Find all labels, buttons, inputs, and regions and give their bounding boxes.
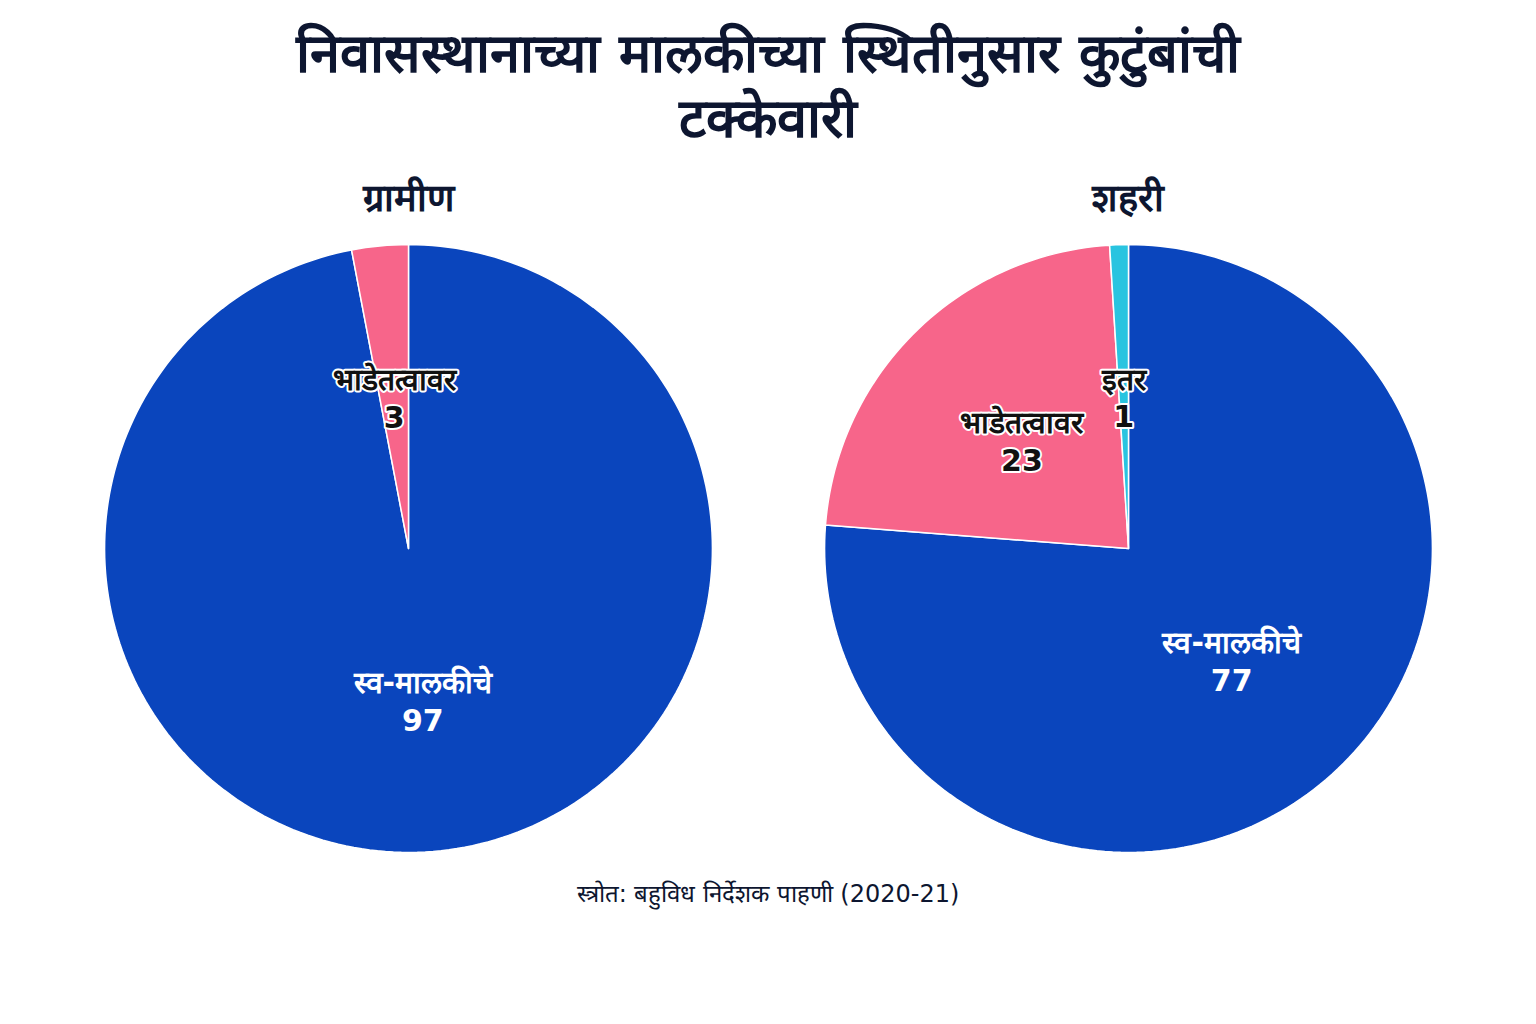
svg-text:भाडेतत्वावर3: भाडेतत्वावर3 — [333, 362, 458, 435]
svg-text:स्व-मालकीचे77: स्व-मालकीचे77 — [1161, 625, 1301, 698]
svg-text:स्व-मालकीचे97: स्व-मालकीचे97 — [353, 665, 493, 738]
html-text:निवासस्थानाच्या मालकीच्या स्थि: निवासस्थानाच्या मालकीच्या स्थितीनुसार कु… — [296, 22, 1240, 150]
svg-text:भाडेतत्वावर23: भाडेतत्वावर23 — [960, 405, 1085, 478]
html-text:स्त्रोत: बहुविध निर्देशक पाहणी: स्त्रोत: बहुविध निर्देशक पाहणी (2020-21) — [576, 879, 960, 908]
html-text:शहरी: शहरी — [1092, 175, 1164, 220]
html-text:ग्रामीण: ग्रामीण — [362, 175, 454, 220]
svg-text:इतर1: इतर1 — [1101, 361, 1148, 434]
